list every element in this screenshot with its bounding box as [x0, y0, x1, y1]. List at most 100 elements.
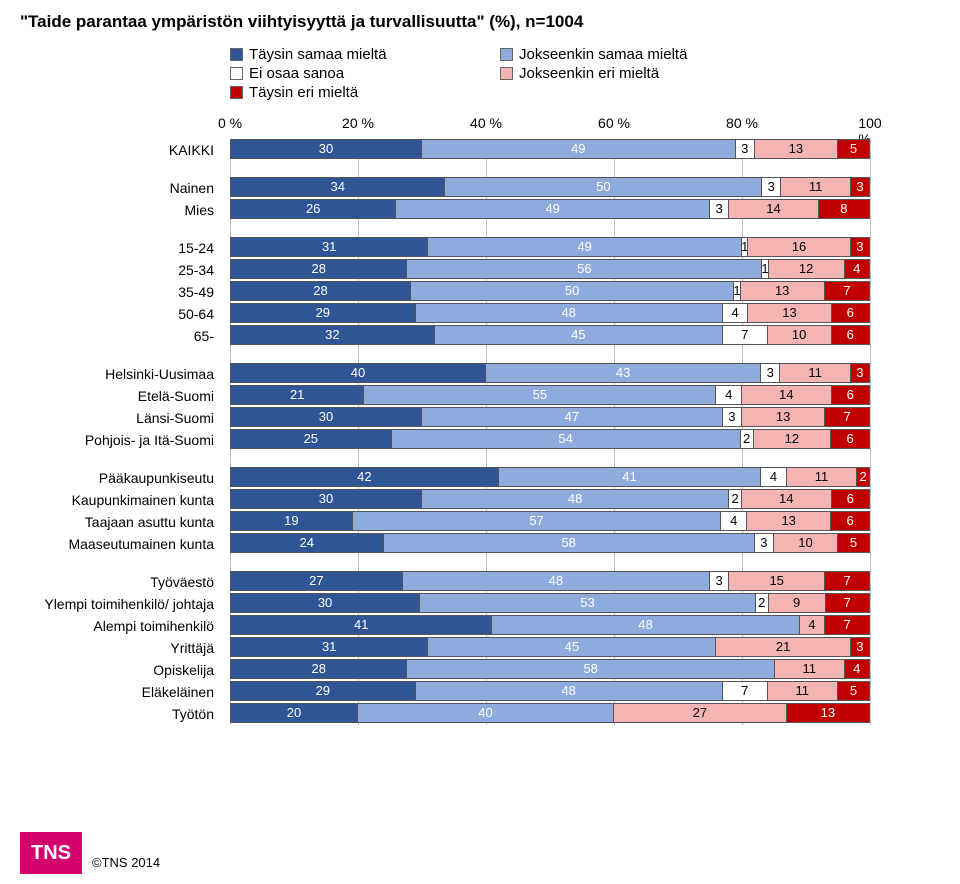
- row-label: 50-64: [12, 303, 222, 325]
- bar-track: 34503113: [230, 177, 870, 197]
- bar-segment: 50: [445, 177, 762, 197]
- bar-segment: 4: [845, 259, 870, 279]
- row-label: Maaseutumainen kunta: [12, 533, 222, 555]
- segment-value: 21: [774, 637, 792, 657]
- bar-segment: 49: [428, 237, 742, 257]
- bar-segment: 6: [832, 325, 870, 345]
- row-label: Opiskelija: [12, 659, 222, 681]
- legend-swatch: [500, 67, 513, 80]
- legend-label: Jokseenkin samaa mieltä: [519, 46, 687, 63]
- legend-item: Täysin eri mieltä: [230, 84, 500, 101]
- row-label: Kaupunkimainen kunta: [12, 489, 222, 511]
- segment-value: 3: [713, 571, 724, 591]
- row-label: Eläkeläinen: [12, 681, 222, 703]
- bar-segment: 4: [723, 303, 749, 323]
- row-label: 15-24: [12, 237, 222, 259]
- bar-segment: 27: [230, 571, 403, 591]
- table-row: Pohjois- ja Itä-Suomi25542126: [230, 429, 870, 451]
- segment-value: 7: [841, 615, 852, 635]
- bar-segment: 11: [787, 467, 857, 487]
- bar-segment: 5: [838, 681, 870, 701]
- segment-value: 12: [797, 259, 815, 279]
- legend-item: Ei osaa sanoa: [230, 65, 500, 82]
- segment-value: 6: [845, 303, 856, 323]
- row-group: Helsinki-Uusimaa40433113Etelä-Suomi21554…: [230, 363, 870, 451]
- bar-segment: 13: [748, 303, 831, 323]
- bar-segment: 45: [435, 325, 723, 345]
- bar-track: 40433113: [230, 363, 870, 383]
- bar-segment: 19: [230, 511, 353, 531]
- bar-segment: 3: [710, 571, 729, 591]
- segment-value: 2: [756, 593, 767, 613]
- table-row: Mies26493148: [230, 199, 870, 221]
- segment-value: 25: [302, 429, 320, 449]
- segment-value: 13: [779, 511, 797, 531]
- segment-value: 3: [758, 533, 769, 553]
- legend-row: Täysin eri mieltä: [230, 84, 940, 103]
- axis-tick-label: 20 %: [342, 115, 374, 131]
- bar-segment: 11: [781, 177, 851, 197]
- bar-track: 21554146: [230, 385, 870, 405]
- bar-segment: 14: [729, 199, 819, 219]
- bar-segment: 12: [769, 259, 845, 279]
- bar-segment: 3: [761, 363, 780, 383]
- row-label: Taajaan asuttu kunta: [12, 511, 222, 533]
- segment-value: 6: [844, 429, 855, 449]
- segment-value: 47: [563, 407, 581, 427]
- bar-segment: 48: [492, 615, 799, 635]
- row-label: Mies: [12, 199, 222, 221]
- segment-value: 54: [556, 429, 574, 449]
- bar-segment: 47: [422, 407, 723, 427]
- segment-value: 48: [547, 571, 565, 591]
- bar-segment: 7: [825, 281, 870, 301]
- bar-segment: 7: [723, 681, 768, 701]
- segment-value: 45: [563, 637, 581, 657]
- legend: Täysin samaa mieltäJokseenkin samaa miel…: [230, 46, 940, 103]
- row-group: 15-243149116325-342856112435-49285011375…: [230, 237, 870, 347]
- bar-segment: 7: [825, 407, 870, 427]
- bar-segment: 42: [230, 467, 499, 487]
- segment-value: 7: [739, 681, 750, 701]
- bar-segment: 13: [747, 511, 831, 531]
- segment-value: 20: [285, 703, 303, 723]
- axis-tick-label: 0 %: [218, 115, 242, 131]
- segment-value: 13: [780, 303, 798, 323]
- segment-value: 48: [559, 303, 577, 323]
- segment-value: 28: [309, 659, 327, 679]
- bar-segment: 31: [230, 237, 428, 257]
- segment-value: 55: [531, 385, 549, 405]
- segment-value: 3: [854, 177, 865, 197]
- bar-segment: 11: [768, 681, 838, 701]
- segment-value: 43: [614, 363, 632, 383]
- legend-item: Jokseenkin eri mieltä: [500, 65, 770, 82]
- segment-value: 41: [620, 467, 638, 487]
- bar-segment: 21: [716, 637, 850, 657]
- segment-value: 13: [773, 281, 791, 301]
- bar-track: 30493135: [230, 139, 870, 159]
- table-row: Länsi-Suomi30473137: [230, 407, 870, 429]
- row-label: Pääkaupunkiseutu: [12, 467, 222, 489]
- bar-segment: 3: [851, 637, 870, 657]
- bar-segment: 6: [832, 489, 870, 509]
- bar-segment: 12: [754, 429, 832, 449]
- row-group: Työväestö27483157Ylempi toimihenkilö/ jo…: [230, 571, 870, 725]
- table-row: Yrittäjä3145213: [230, 637, 870, 659]
- row-label: Alempi toimihenkilö: [12, 615, 222, 637]
- bar-segment: 34: [230, 177, 445, 197]
- bar-track: 414847: [230, 615, 870, 635]
- segment-value: 3: [765, 363, 776, 383]
- segment-value: 15: [767, 571, 785, 591]
- bar-track: 19574136: [230, 511, 870, 531]
- bar-segment: 53: [420, 593, 756, 613]
- bar-segment: 4: [716, 385, 742, 405]
- segment-value: 4: [851, 259, 862, 279]
- segment-value: 10: [796, 533, 814, 553]
- segment-value: 56: [575, 259, 593, 279]
- segment-value: 27: [307, 571, 325, 591]
- row-group: KAIKKI30493135: [230, 139, 870, 161]
- bar-segment: 3: [710, 199, 729, 219]
- bar-segment: 45: [428, 637, 716, 657]
- bar-track: 2858114: [230, 659, 870, 679]
- bar-segment: 24: [230, 533, 384, 553]
- bar-segment: 4: [845, 659, 870, 679]
